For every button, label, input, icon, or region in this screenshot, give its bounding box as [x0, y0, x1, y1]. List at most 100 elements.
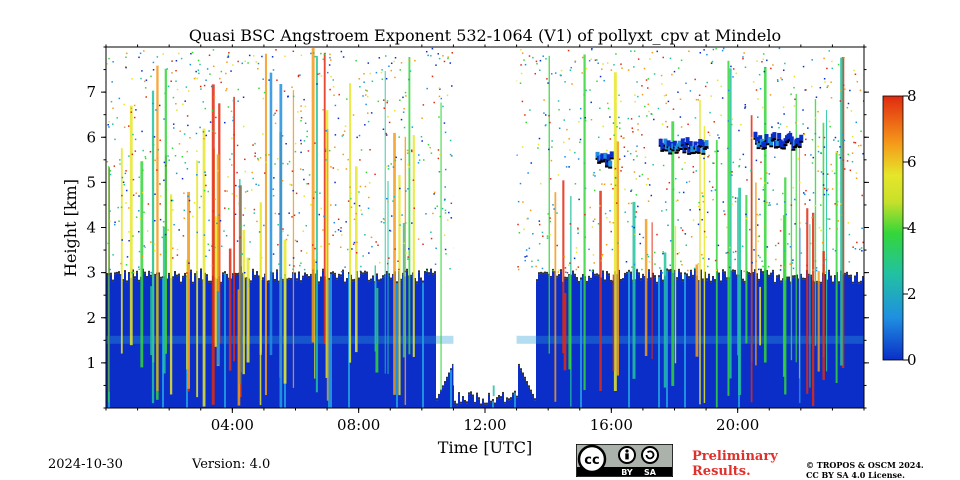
noise-speck [132, 133, 134, 136]
noise-speck [697, 99, 700, 101]
boundary-layer-top-edge [190, 269, 192, 272]
boundary-layer-column [706, 280, 708, 408]
noise-speck [596, 80, 598, 83]
noise-speck [588, 59, 591, 62]
noise-speck [152, 61, 155, 64]
noise-speck [192, 215, 194, 218]
noise-speck [297, 111, 299, 113]
noise-speck [728, 266, 731, 269]
noise-speck [138, 56, 140, 59]
noise-speck [367, 62, 370, 64]
boundary-layer-top-edge [400, 278, 402, 281]
x-tick-label: 16:00 [590, 416, 633, 434]
noise-speck [171, 199, 174, 202]
noise-speck [637, 129, 639, 131]
boundary-layer-column [334, 274, 336, 408]
noise-speck [792, 186, 795, 189]
noise-speck [623, 155, 626, 157]
noise-speck [550, 159, 553, 162]
version-label: Version: 4.0 [192, 457, 271, 472]
boundary-layer-column [722, 271, 724, 408]
boundary-layer-top-edge [480, 403, 482, 406]
noise-speck [538, 242, 541, 245]
noise-speck [830, 163, 832, 166]
noise-speck [172, 209, 174, 211]
noise-speck [109, 170, 112, 172]
noise-speck [225, 88, 228, 90]
noise-speck [240, 225, 243, 227]
noise-speck [641, 134, 643, 136]
noise-speck [644, 105, 646, 108]
y-tick-label: 3 [86, 264, 96, 282]
noise-speck [404, 222, 407, 224]
noise-speck [393, 109, 396, 112]
noise-speck [125, 66, 127, 69]
elevated-layer-edge [769, 145, 774, 148]
noise-speck [208, 249, 211, 251]
noise-speck [732, 251, 735, 254]
noise-speck [383, 218, 386, 221]
noise-speck [549, 217, 551, 219]
streak-column [108, 165, 110, 403]
noise-speck [404, 270, 407, 273]
elevated-layer-edge [687, 152, 692, 155]
boundary-layer-column [234, 274, 236, 408]
noise-speck [254, 155, 256, 157]
noise-speck [144, 246, 146, 249]
noise-speck [854, 142, 857, 144]
noise-speck [663, 94, 666, 97]
noise-speck [820, 204, 822, 206]
boundary-layer-top-edge [410, 274, 412, 277]
noise-speck [446, 94, 449, 97]
noise-speck [205, 134, 208, 137]
noise-speck [226, 190, 228, 192]
noise-speck [547, 82, 549, 84]
boundary-layer-column [800, 275, 802, 408]
noise-speck [666, 188, 668, 190]
noise-speck [763, 200, 766, 202]
noise-speck [339, 246, 342, 249]
noise-speck [117, 206, 119, 209]
noise-speck [600, 260, 603, 262]
boundary-layer-top-edge [428, 272, 430, 275]
noise-speck [601, 253, 604, 256]
noise-speck [237, 100, 239, 102]
streak-column [632, 201, 636, 379]
noise-speck [557, 174, 560, 176]
noise-speck [717, 150, 719, 152]
noise-speck [394, 248, 396, 250]
noise-speck [549, 220, 552, 223]
noise-speck [842, 84, 845, 86]
streak-column [811, 212, 815, 407]
noise-speck [162, 53, 164, 55]
boundary-layer-column [540, 273, 542, 408]
noise-speck [142, 149, 144, 152]
boundary-layer-column [388, 275, 390, 408]
boundary-layer-top-edge [112, 279, 114, 282]
elevated-layer-edge [696, 151, 701, 154]
boundary-layer-column [116, 273, 118, 408]
noise-speck [232, 99, 235, 102]
boundary-layer-top-edge [508, 398, 510, 401]
boundary-layer-column [416, 283, 418, 408]
elevated-layer-cell [603, 152, 608, 159]
noise-speck [114, 221, 116, 223]
boundary-layer-column [338, 275, 340, 408]
noise-speck [564, 267, 567, 269]
boundary-layer-top-edge [722, 269, 724, 272]
noise-speck [368, 196, 370, 199]
boundary-layer-top-edge [652, 272, 654, 275]
noise-speck [411, 126, 414, 128]
noise-speck [407, 258, 409, 260]
noise-speck [291, 216, 293, 218]
noise-speck [833, 139, 835, 141]
noise-speck [175, 80, 177, 83]
elevated-layer-cell [693, 141, 698, 148]
noise-speck [831, 67, 834, 70]
noise-speck [558, 108, 560, 111]
noise-speck [203, 84, 206, 87]
noise-speck [846, 160, 849, 162]
noise-speck [234, 213, 237, 216]
noise-speck [156, 157, 158, 160]
